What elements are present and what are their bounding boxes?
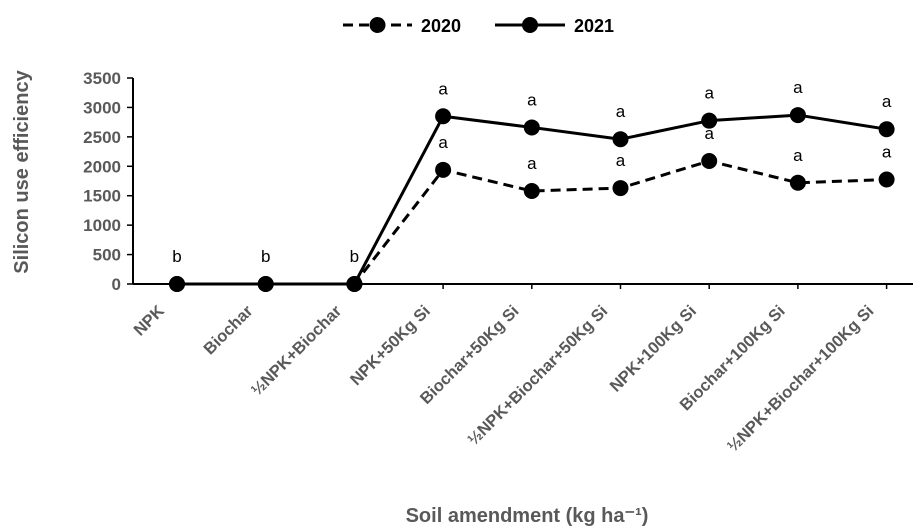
legend-label-2021: 2021 bbox=[574, 16, 614, 36]
x-category-label: NPK+100Kg Si bbox=[607, 302, 700, 395]
legend-marker-2021 bbox=[522, 17, 538, 33]
x-category-label: Biochar bbox=[200, 302, 257, 359]
x-category-label: Biochar+50Kg Si bbox=[417, 302, 523, 408]
significance-letter-2020: a bbox=[527, 154, 537, 173]
data-point-2021 bbox=[435, 108, 452, 125]
data-point-2021 bbox=[612, 131, 629, 148]
y-tick-label: 500 bbox=[93, 246, 121, 265]
significance-letter-2021: a bbox=[527, 90, 537, 109]
x-category-label: ½NPK+Biochar+100Kg Si bbox=[724, 302, 877, 455]
series-line-2021 bbox=[177, 113, 887, 286]
data-point-2020 bbox=[878, 171, 895, 188]
significance-letter-2020: a bbox=[793, 146, 803, 165]
x-axis-title: Soil amendment (kg ha⁻¹) bbox=[406, 505, 649, 527]
significance-letter-2020: a bbox=[616, 151, 626, 170]
y-tick-label: 2500 bbox=[83, 128, 121, 147]
data-point-2021 bbox=[257, 276, 274, 292]
y-tick-label: 2000 bbox=[83, 157, 121, 176]
data-point-2021 bbox=[523, 119, 540, 136]
significance-letter-2021: a bbox=[793, 78, 803, 97]
significance-letter-2021: b bbox=[350, 247, 359, 266]
significance-letter-2021: a bbox=[704, 84, 714, 103]
significance-letter-2021: b bbox=[172, 247, 181, 266]
data-point-2021 bbox=[701, 112, 718, 129]
x-category-label: ½NPK+Biochar bbox=[248, 302, 346, 400]
data-point-2020 bbox=[612, 180, 629, 197]
significance-letter-2021: a bbox=[438, 79, 448, 98]
y-axis-title: Silicon use efficiency bbox=[11, 69, 33, 273]
data-point-2020 bbox=[789, 174, 806, 191]
series-line-2020 bbox=[177, 159, 887, 286]
significance-letter-2021: a bbox=[616, 102, 626, 121]
data-point-2020 bbox=[701, 152, 718, 169]
data-point-2021 bbox=[169, 276, 185, 292]
series-lines bbox=[177, 113, 887, 286]
significance-letter-2021: a bbox=[882, 92, 892, 111]
data-point-2021 bbox=[789, 107, 806, 124]
data-point-2021 bbox=[878, 121, 895, 138]
x-category-label: NPK bbox=[130, 302, 167, 339]
significance-letter-2020: a bbox=[882, 143, 892, 162]
y-tick-label: 3000 bbox=[83, 98, 121, 117]
significance-letter-2020: a bbox=[704, 124, 714, 143]
legend-label-2020: 2020 bbox=[421, 16, 461, 36]
x-category-label: NPK+50Kg Si bbox=[347, 302, 434, 389]
data-point-2020 bbox=[435, 161, 452, 178]
series-points bbox=[169, 107, 895, 292]
data-point-2021 bbox=[346, 276, 363, 292]
y-tick-label: 1500 bbox=[83, 187, 121, 206]
y-ticks: 0 500 1000 1500 2000 2500 3000 3500 bbox=[83, 69, 133, 294]
legend-marker-2020 bbox=[369, 17, 386, 33]
legend: 2020 2021 bbox=[343, 16, 614, 36]
significance-letter-2020: a bbox=[438, 133, 448, 152]
data-point-2020 bbox=[523, 183, 540, 200]
x-category-label: ½NPK+Biochar+50Kg Si bbox=[464, 302, 611, 449]
y-tick-label: 0 bbox=[112, 275, 121, 294]
y-tick-label: 1000 bbox=[83, 216, 121, 235]
y-tick-label: 3500 bbox=[83, 69, 121, 88]
significance-letter-2021: b bbox=[261, 247, 270, 266]
significance-letters: a a a a a a b b b a a a a a a bbox=[172, 78, 892, 266]
